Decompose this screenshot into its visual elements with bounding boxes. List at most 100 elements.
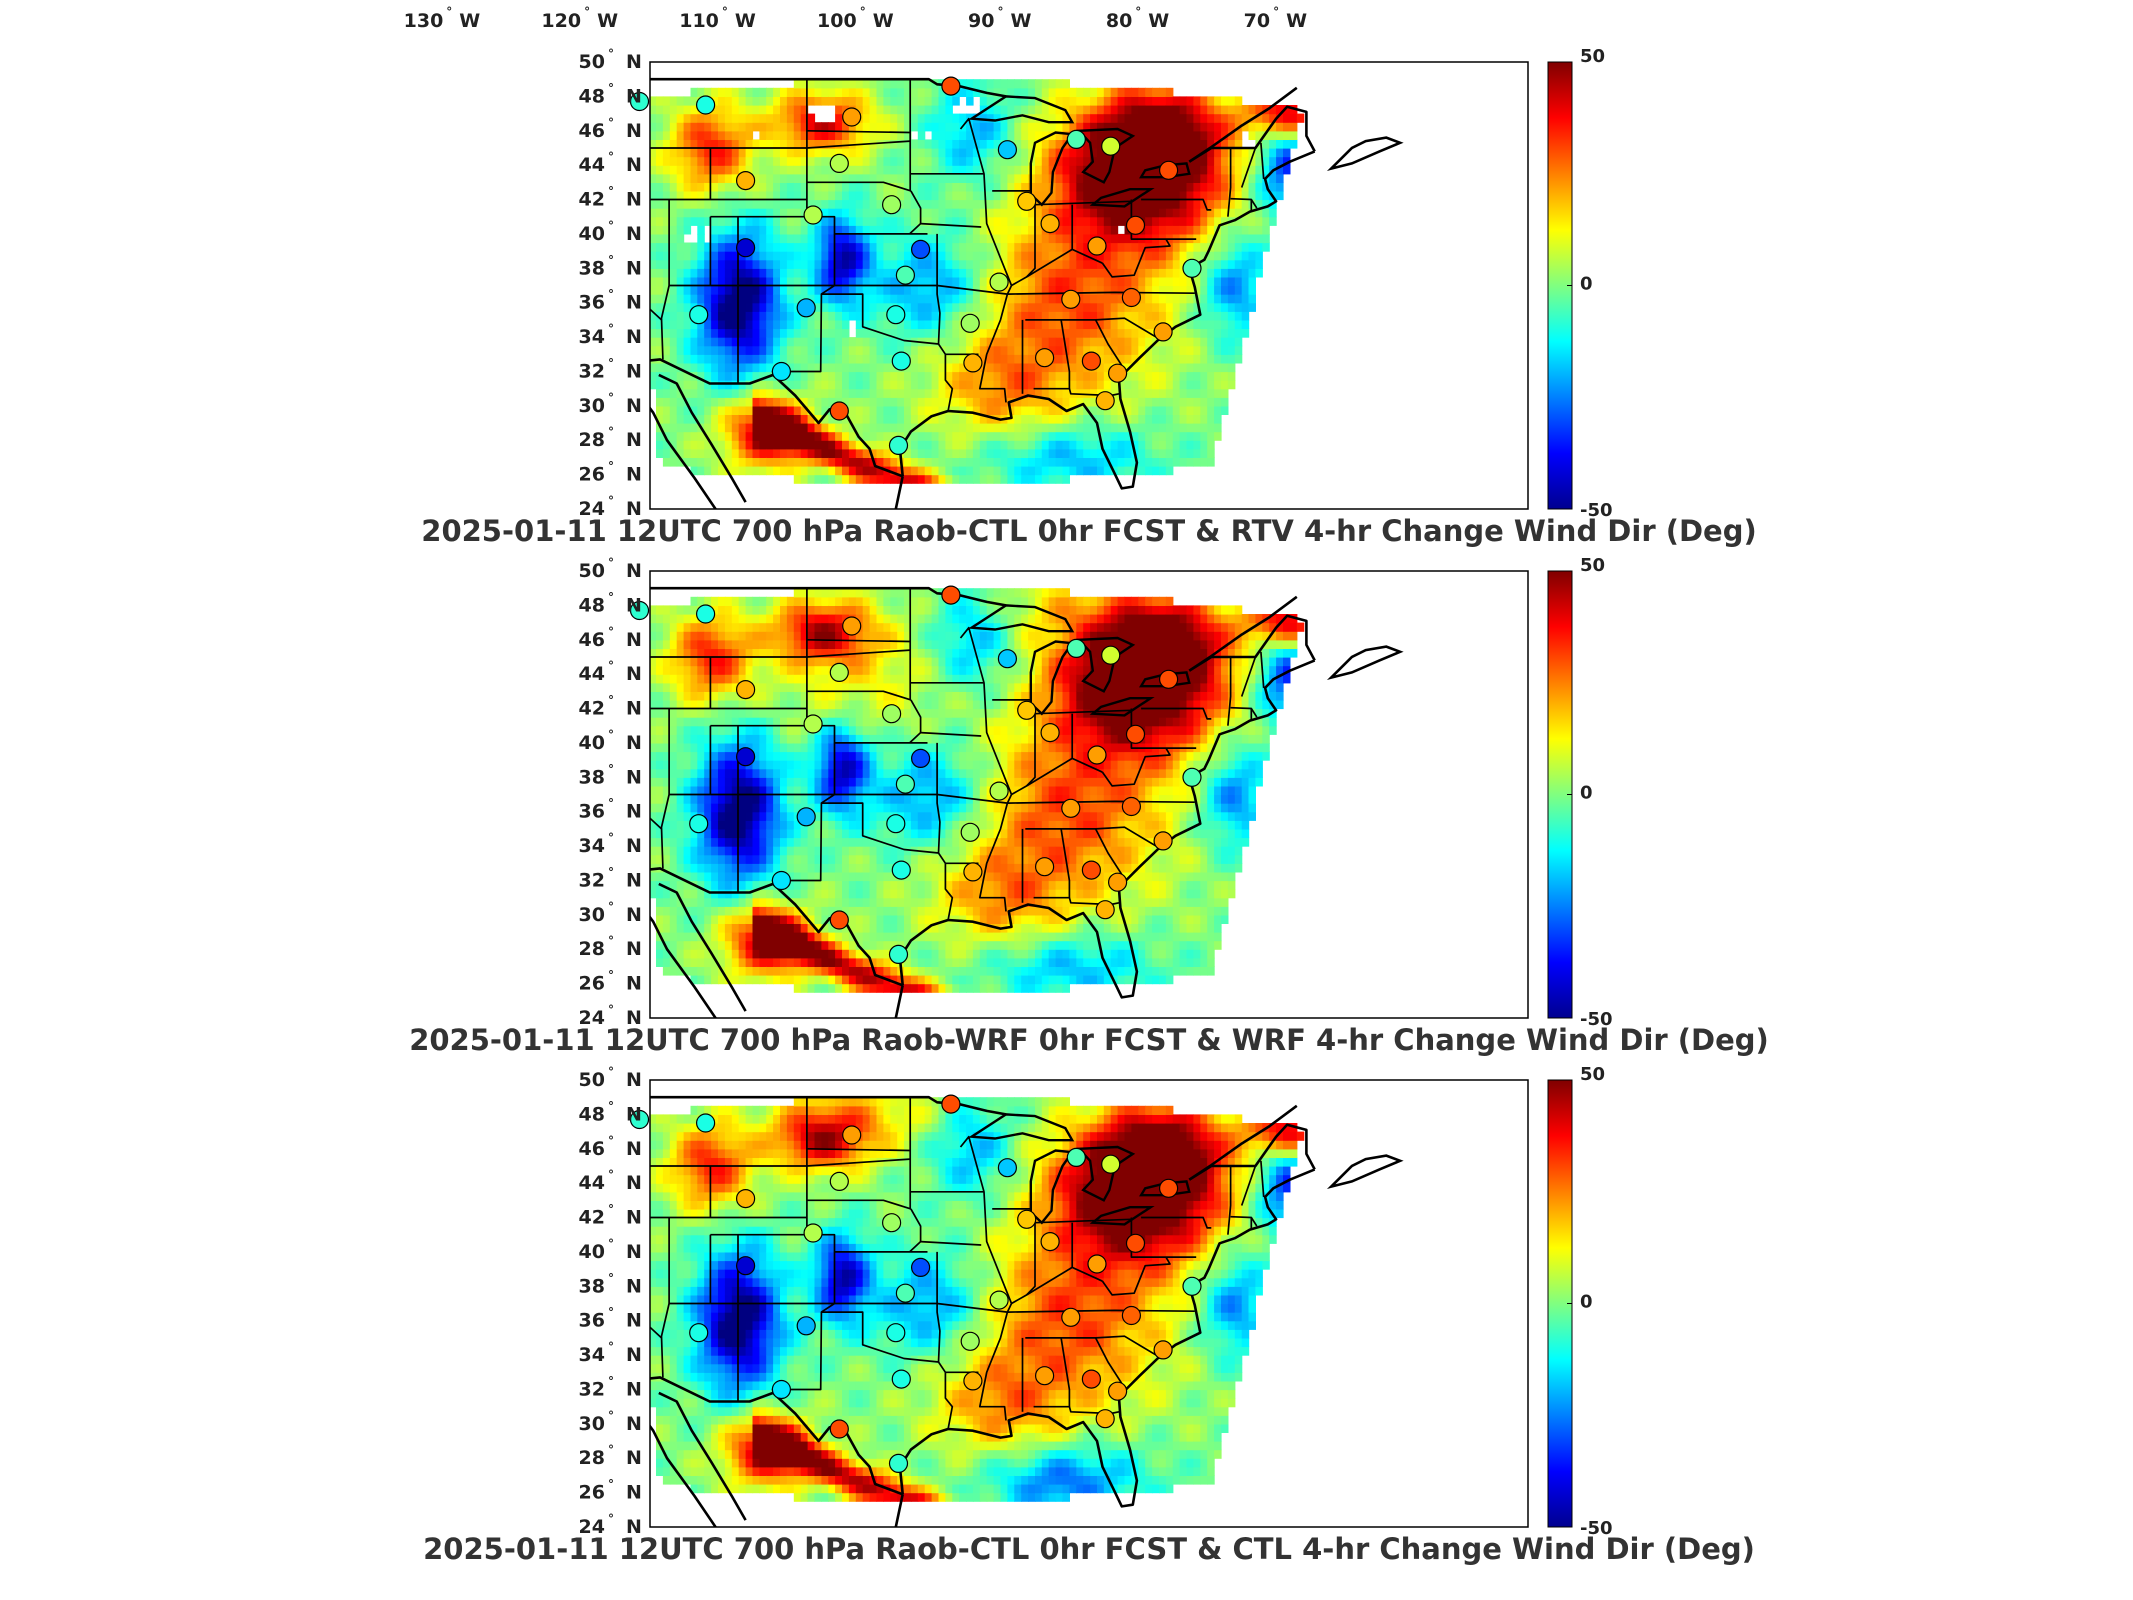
lat-tick-label: 24 bbox=[579, 1007, 605, 1029]
lon-hemisphere: W bbox=[1148, 10, 1169, 32]
station-marker bbox=[735, 1188, 756, 1209]
lat-hemisphere: N bbox=[626, 938, 642, 960]
lon-tick-label: 80 bbox=[1106, 10, 1132, 32]
degree-mark: ° bbox=[608, 590, 614, 604]
lat-tick-label: 30 bbox=[579, 395, 605, 417]
station-marker bbox=[1107, 363, 1128, 383]
station-marker bbox=[735, 238, 756, 258]
colorbar-tick-label: 0 bbox=[1580, 1292, 1593, 1313]
lat-hemisphere: N bbox=[626, 1207, 642, 1229]
lat-tick-label: 44 bbox=[579, 663, 605, 685]
lat-tick-label: 50 bbox=[579, 51, 605, 73]
lat-hemisphere: N bbox=[626, 973, 642, 995]
degree-mark: ° bbox=[608, 1340, 614, 1354]
station-marker bbox=[888, 1453, 909, 1474]
degree-mark: ° bbox=[608, 1409, 614, 1423]
lat-tick-label: 26 bbox=[579, 464, 605, 486]
degree-mark: ° bbox=[608, 425, 614, 439]
coastlines-and-borders bbox=[650, 77, 1404, 509]
lon-hemisphere: W bbox=[459, 10, 480, 32]
degree-mark: ° bbox=[608, 831, 614, 845]
station-marker bbox=[891, 1369, 911, 1389]
station-marker bbox=[941, 76, 961, 96]
station-marker bbox=[1061, 1307, 1081, 1327]
lat-hemisphere: N bbox=[626, 1275, 642, 1297]
station-marker bbox=[1121, 287, 1142, 308]
station-marker bbox=[695, 95, 716, 115]
lat-tick-label: 28 bbox=[579, 938, 605, 960]
lon-tick-labels: 130 ° W 120 ° W 110 ° W 100 ° W 90 ° W 80 ° W 70 ° W bbox=[404, 5, 1307, 32]
degree-mark: ° bbox=[998, 5, 1004, 19]
degree-mark: ° bbox=[608, 391, 614, 405]
station-marker bbox=[1040, 722, 1060, 743]
station-marker bbox=[910, 1257, 931, 1278]
station-marker bbox=[829, 153, 849, 173]
lat-hemisphere: N bbox=[626, 1482, 642, 1504]
station-marker bbox=[796, 298, 816, 318]
lat-tick-label: 44 bbox=[579, 154, 605, 176]
lat-tick-label: 34 bbox=[579, 835, 605, 857]
lat-tick-label: 32 bbox=[579, 361, 605, 383]
station-marker bbox=[1095, 900, 1115, 920]
lat-tick-label: 34 bbox=[579, 326, 605, 348]
colorbar-tick-label: 50 bbox=[1580, 1064, 1605, 1085]
station-marker bbox=[997, 1158, 1018, 1178]
station-marker bbox=[1121, 796, 1142, 817]
degree-mark: ° bbox=[608, 1478, 614, 1492]
station-marker bbox=[886, 305, 906, 325]
station-marker bbox=[1040, 214, 1060, 234]
station-marker bbox=[735, 747, 756, 767]
station-marker bbox=[695, 604, 716, 624]
station-marker bbox=[1066, 129, 1086, 149]
lat-hemisphere: N bbox=[626, 1103, 642, 1125]
lat-hemisphere: N bbox=[626, 464, 642, 486]
lon-tick-label: 130 bbox=[404, 10, 444, 32]
lat-hemisphere: N bbox=[626, 801, 642, 823]
station-marker bbox=[803, 714, 823, 734]
lon-hemisphere: W bbox=[735, 10, 756, 32]
station-marker bbox=[881, 195, 902, 215]
degree-mark: ° bbox=[608, 694, 614, 708]
lat-tick-label: 24 bbox=[579, 1516, 605, 1538]
degree-mark: ° bbox=[608, 81, 614, 95]
degree-mark: ° bbox=[608, 900, 614, 914]
degree-mark: ° bbox=[608, 150, 614, 164]
lat-tick-label: 38 bbox=[579, 766, 605, 788]
station-marker bbox=[895, 265, 916, 285]
station-marker bbox=[1087, 236, 1107, 256]
lat-tick-label: 40 bbox=[579, 732, 605, 754]
lat-tick-label: 26 bbox=[579, 973, 605, 995]
station-marker bbox=[829, 401, 849, 421]
lat-tick-label: 32 bbox=[579, 1379, 605, 1401]
lat-tick-label: 46 bbox=[579, 1138, 605, 1160]
station-marker bbox=[629, 1109, 650, 1130]
station-marker bbox=[891, 860, 911, 880]
lon-hemisphere: W bbox=[873, 10, 894, 32]
station-marker bbox=[989, 781, 1009, 801]
lat-hemisphere: N bbox=[626, 594, 642, 616]
station-marker bbox=[1034, 348, 1055, 368]
station-marker bbox=[1125, 724, 1146, 744]
lat-hemisphere: N bbox=[626, 51, 642, 73]
station-marker bbox=[1182, 258, 1202, 278]
station-marker bbox=[910, 748, 931, 769]
lat-tick-label: 30 bbox=[579, 1413, 605, 1435]
degree-mark: ° bbox=[608, 185, 614, 199]
lat-tick-label: 48 bbox=[579, 1103, 605, 1125]
lat-hemisphere: N bbox=[626, 698, 642, 720]
lat-hemisphere: N bbox=[626, 663, 642, 685]
station-marker bbox=[1107, 872, 1128, 892]
lon-tick-label: 90 bbox=[968, 10, 994, 32]
station-marker bbox=[1034, 857, 1055, 877]
colorbar-tick-label: 50 bbox=[1580, 46, 1605, 67]
lat-tick-label: 26 bbox=[579, 1482, 605, 1504]
station-marker bbox=[1101, 645, 1121, 665]
map-panel-3: 50 ° N48 ° N46 ° N44 ° N42 ° N40 ° N38 ° N36 ° N34 ° N32 ° N… bbox=[423, 1064, 1755, 1566]
lat-hemisphere: N bbox=[626, 498, 642, 520]
station-marker bbox=[1101, 1154, 1121, 1174]
degree-mark: ° bbox=[608, 1271, 614, 1285]
station-marker bbox=[1061, 798, 1081, 818]
station-marker bbox=[888, 944, 909, 965]
degree-mark: ° bbox=[608, 219, 614, 233]
station-marker bbox=[1066, 638, 1086, 659]
